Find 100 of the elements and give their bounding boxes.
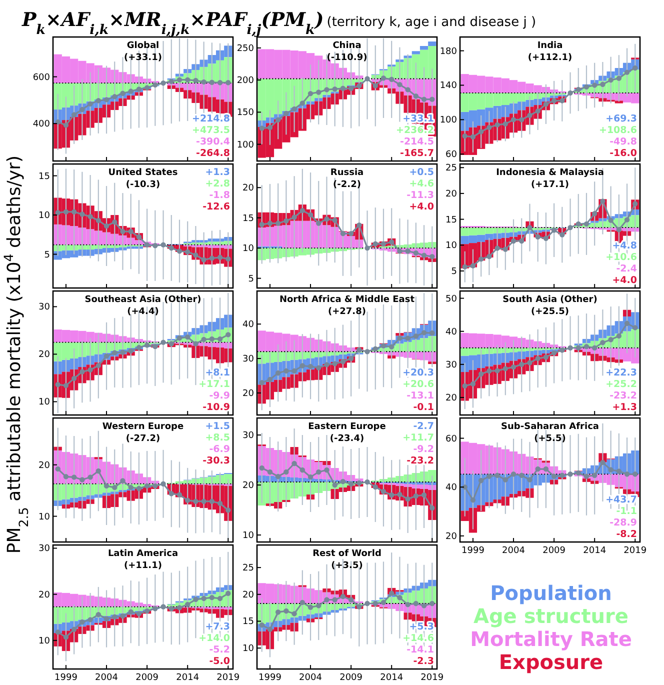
x-tick-label: 2014 — [380, 673, 404, 683]
y-tick-label: 600 — [32, 72, 50, 83]
x-tick-label: 1999 — [258, 673, 282, 683]
annotation: -5.2 — [209, 644, 230, 656]
annotation: +4.6 — [409, 178, 434, 190]
text: (+11.1) — [124, 561, 162, 571]
annotation: +473.5 — [192, 125, 230, 136]
annotation: +17.1 — [198, 379, 230, 390]
x-tick-label: 2019 — [624, 546, 647, 556]
y-tick-label: 25 — [242, 564, 254, 574]
y-tick-label: 15 — [242, 214, 254, 224]
y-tick-label: 40 — [446, 327, 458, 338]
y-tick-label: 20 — [38, 590, 50, 600]
annotation: +1.3 — [612, 402, 637, 413]
annotation: +5.3 — [409, 622, 434, 632]
text: (-23.4) — [330, 434, 364, 444]
annotation: +20.3 — [402, 368, 434, 378]
y-tick-label: 15 — [446, 215, 457, 226]
annotation: +20.6 — [402, 379, 434, 390]
annotation: +108.6 — [598, 125, 638, 136]
text: (+112.1) — [528, 53, 572, 63]
annotation: -2.7 — [413, 421, 434, 432]
text: Western Europe — [102, 422, 184, 432]
y-tick-label: 400 — [32, 120, 50, 130]
annotation: -12.6 — [202, 202, 230, 212]
y-tick-label: 30 — [38, 544, 50, 554]
annotation: -8.2 — [616, 529, 637, 540]
text: China — [332, 41, 362, 51]
chart-title: P$_{k}$×AF$_{i,k}$×MR$_{i,j,k}$×PAF$_{i,j}$(PM$_{k}$) — [22, 9, 324, 38]
y-tick-label: 10 — [242, 244, 254, 254]
x-tick-label: 2004 — [502, 546, 526, 556]
y-tick-label: 140 — [440, 81, 458, 92]
y-tick-label: 10 — [38, 398, 50, 408]
x-tick-label: 2019 — [420, 673, 444, 683]
annotation: +7.3 — [205, 622, 230, 632]
y-tick-label: 10 — [242, 531, 254, 541]
annotation: -30.3 — [202, 456, 230, 466]
text: (-2.2) — [333, 180, 361, 190]
x-tick-label: 2009 — [340, 673, 363, 683]
chart-title: Global — [126, 41, 160, 51]
text: (-110.9) — [326, 53, 368, 63]
text: (-10.3) — [126, 180, 160, 190]
text: North Africa & Middle East — [279, 295, 416, 305]
annotation: -13.1 — [406, 390, 434, 402]
chart-title: India — [537, 41, 563, 51]
annotation: -16.0 — [610, 148, 638, 159]
y-tick-label: 20 — [38, 350, 50, 360]
text: (+3.5) — [331, 561, 363, 571]
annotation: +4.0 — [409, 202, 434, 212]
y-tick-label: 20 — [38, 460, 50, 471]
annotation: -165.7 — [400, 148, 434, 159]
y-tick-label: 200 — [236, 76, 254, 86]
y-tick-label: 5 — [44, 250, 50, 260]
text: (+33.1) — [124, 53, 162, 63]
text: (+27.8) — [328, 307, 366, 317]
x-tick-label: 2014 — [583, 546, 606, 556]
annotation: -14.1 — [406, 644, 434, 656]
y-tick-label: 10 — [446, 241, 458, 252]
annotation: -0.1 — [413, 402, 434, 413]
annotation: +69.3 — [606, 114, 637, 124]
y-tick-label: 20 — [242, 590, 254, 600]
annotation: -5.0 — [209, 656, 230, 667]
annotation: -1.1 — [616, 506, 637, 517]
y-tick-label: 30 — [242, 431, 254, 441]
y-tick-label: 25 — [446, 164, 457, 174]
annotation: -23.2 — [610, 390, 637, 402]
annotation: -2.3 — [413, 656, 434, 667]
text: (territory k, age i and disease j ) — [326, 15, 536, 30]
y-tick-label: 15 — [242, 617, 254, 628]
y-tick-label: 40 — [242, 320, 254, 330]
text: Sub-Saharan Africa — [501, 422, 599, 432]
annotation: -214.5 — [400, 136, 434, 148]
text: United States — [108, 168, 178, 178]
y-tick-label: 20 — [446, 393, 458, 404]
y-tick-label: 20 — [242, 388, 254, 399]
x-tick-label: 2009 — [136, 673, 159, 683]
y-tick-label: 30 — [38, 302, 50, 313]
annotation: +2.8 — [205, 178, 230, 190]
y-tick-label: 20 — [446, 189, 458, 200]
annotation: -1.8 — [209, 190, 230, 201]
y-tick-label: 15 — [38, 172, 50, 182]
x-tick-label: 1999 — [54, 673, 78, 683]
text: Latin America — [108, 549, 178, 559]
x-tick-label: 2019 — [216, 673, 240, 683]
chart-title: Russia — [330, 168, 364, 178]
y-tick-label: 10 — [38, 211, 50, 222]
text: Age structure — [474, 604, 628, 628]
y-tick-label: 250 — [236, 44, 254, 54]
annotation: -6.9 — [209, 444, 230, 455]
annotation: -28.9 — [610, 518, 637, 528]
annotation: -23.2 — [406, 456, 434, 466]
x-tick-label: 2004 — [299, 673, 322, 683]
annotation: -264.8 — [196, 148, 230, 159]
y-tick-label: 20 — [446, 532, 458, 542]
annotation: +1.3 — [205, 167, 230, 178]
annotation: -11.3 — [406, 190, 434, 201]
y-tick-label: 5 — [248, 274, 254, 284]
annotation: -9.9 — [209, 390, 230, 402]
chart-title: Southeast Asia (Other) — [84, 295, 202, 305]
y-tick-label: 10 — [38, 512, 50, 522]
